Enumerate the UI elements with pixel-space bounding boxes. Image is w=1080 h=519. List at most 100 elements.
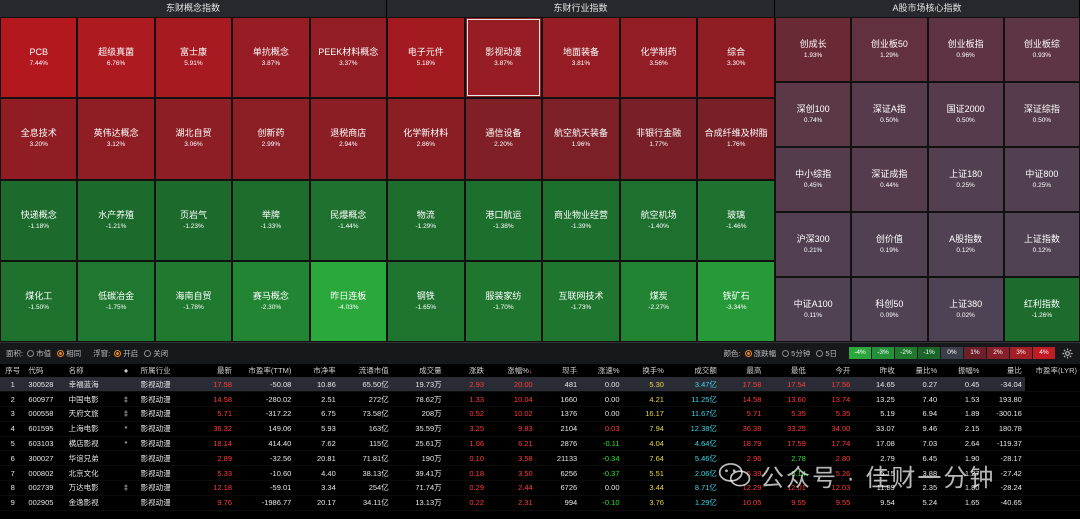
- column-header[interactable]: 昨收: [853, 364, 898, 377]
- table-row[interactable]: 8 002739 万达电影 ‡ 影视动漫 12.18 -59.01 3.34 254亿 71.74…: [0, 481, 1080, 496]
- color-radio-change[interactable]: 涨跌幅: [744, 348, 776, 359]
- column-header[interactable]: 代码: [25, 364, 66, 377]
- concept-tile[interactable]: 低碳冶金 -1.75%: [77, 260, 155, 342]
- core-index-tile[interactable]: 中证A100 0.11%: [775, 277, 852, 342]
- core-index-tile[interactable]: 深证成指 0.44%: [851, 147, 928, 212]
- column-header[interactable]: 现手: [535, 364, 581, 377]
- concept-tile[interactable]: 快递概念 -1.18%: [0, 179, 78, 261]
- industry-tile[interactable]: 电子元件 5.18%: [387, 17, 465, 99]
- column-header[interactable]: 振幅%: [940, 364, 983, 377]
- concept-tile[interactable]: 创新药 2.99%: [232, 98, 310, 180]
- table-row[interactable]: 7 000802 北京文化 影视动漫 5.33 -10.60 4.40 38.13亿 39.41…: [0, 466, 1080, 481]
- core-index-tile[interactable]: 深证A指 0.50%: [851, 82, 928, 147]
- core-index-tile[interactable]: 上证180 0.25%: [927, 147, 1004, 212]
- gear-icon[interactable]: [1060, 346, 1074, 360]
- industry-tile[interactable]: 服装家纺 -1.70%: [464, 260, 543, 342]
- industry-tile[interactable]: 港口航运 -1.38%: [464, 179, 543, 261]
- core-index-tile[interactable]: 上证指数 0.12%: [1003, 212, 1080, 277]
- core-index-tile[interactable]: 国证2000 0.50%: [927, 82, 1004, 147]
- column-header[interactable]: 流通市值: [338, 364, 392, 377]
- concept-tile[interactable]: 举牌 -1.33%: [232, 179, 310, 261]
- column-header[interactable]: ●: [114, 364, 138, 377]
- column-header[interactable]: 量比: [982, 364, 1025, 377]
- column-header[interactable]: 所属行业: [137, 364, 191, 377]
- industry-tile[interactable]: 化学制药 3.56%: [619, 17, 698, 99]
- industry-tile[interactable]: 合成纤维及树脂 1.76%: [697, 98, 775, 180]
- column-header[interactable]: 量比%: [897, 364, 941, 377]
- industry-tile[interactable]: 地面装备 3.81%: [542, 17, 620, 99]
- core-index-tile[interactable]: 创业板指 0.96%: [927, 17, 1004, 82]
- core-index-tile[interactable]: 创业板50 1.29%: [851, 17, 928, 82]
- industry-tile[interactable]: 非银行金融 1.77%: [619, 98, 698, 180]
- column-header[interactable]: 市盈率(LYR): [1024, 364, 1080, 377]
- industry-tile[interactable]: 煤炭 -2.27%: [619, 260, 698, 342]
- concept-tile[interactable]: 页岩气 -1.23%: [154, 179, 233, 261]
- column-header[interactable]: 市净率: [294, 364, 339, 377]
- concept-tile[interactable]: 赛马概念 -2.30%: [232, 260, 310, 342]
- core-index-tile[interactable]: 科创50 0.09%: [851, 277, 928, 342]
- area-radio-equal[interactable]: 相同: [57, 348, 81, 359]
- core-index-tile[interactable]: 上证380 0.02%: [927, 277, 1004, 342]
- column-header[interactable]: 成交额: [666, 364, 720, 377]
- concept-tile[interactable]: 昨日连板 -4.03%: [309, 260, 387, 342]
- concept-tile[interactable]: 民爆概念 -1.44%: [309, 179, 387, 261]
- industry-tile[interactable]: 航空机场 -1.40%: [619, 179, 698, 261]
- concept-tile[interactable]: 退税商店 2.94%: [309, 98, 387, 180]
- industry-tile[interactable]: 化学新材料 2.86%: [387, 98, 465, 180]
- core-index-tile[interactable]: 红利指数 -1.26%: [1003, 277, 1080, 342]
- industry-tile[interactable]: 商业物业经营 -1.39%: [542, 179, 620, 261]
- core-index-tile[interactable]: 创价值 0.19%: [851, 212, 928, 277]
- column-header[interactable]: 换手%: [622, 364, 667, 377]
- column-header[interactable]: 最低: [764, 364, 809, 377]
- column-header[interactable]: 涨速%: [580, 364, 623, 377]
- column-header[interactable]: 成交量: [391, 364, 445, 377]
- industry-tile[interactable]: 物流 -1.29%: [387, 179, 465, 261]
- concept-tile[interactable]: 湖北自贸 3.06%: [154, 98, 233, 180]
- table-row[interactable]: 6 300027 华谊兄弟 影视动漫 2.89 -32.56 20.81 71.81亿 190万…: [0, 451, 1080, 466]
- concept-tile[interactable]: PCB 7.44%: [0, 17, 78, 99]
- table-row[interactable]: 5 603103 横店影视 * 影视动漫 18.14 414.40 7.62 115亿 25.61…: [0, 436, 1080, 451]
- color-radio-5min[interactable]: 5分钟: [782, 348, 810, 359]
- industry-tile[interactable]: 铁矿石 -3.34%: [697, 260, 775, 342]
- column-header[interactable]: 涨幅%↓: [487, 364, 536, 377]
- table-row[interactable]: 9 002905 金逸影视 影视动漫 9.76 -1986.77 20.17 34.11亿 13…: [0, 495, 1080, 511]
- table-row[interactable]: 2 600977 中国电影 ‡ 影视动漫 14.58 -280.02 2.51 272亿 78.6…: [0, 392, 1080, 407]
- table-row[interactable]: 1 300528 幸福蓝海 影视动漫 17.58 -50.08 10.86 65.50亿 19.…: [0, 377, 1080, 392]
- concept-tile[interactable]: 英伟达概念 3.12%: [77, 98, 155, 180]
- concept-tile[interactable]: 水产养殖 -1.21%: [77, 179, 155, 261]
- core-index-tile[interactable]: 深证综指 0.50%: [1003, 82, 1080, 147]
- industry-tile[interactable]: 互联网技术 -1.73%: [542, 260, 620, 342]
- core-index-tile[interactable]: 中证800 0.25%: [1003, 147, 1080, 212]
- concept-tile[interactable]: 全息技术 3.20%: [0, 98, 78, 180]
- column-header[interactable]: 序号: [0, 364, 26, 377]
- table-row[interactable]: 3 000558 天府文旅 ‡ 影视动漫 5.71 -317.22 6.75 73.58亿 208…: [0, 407, 1080, 422]
- industry-tile[interactable]: 钢铁 -1.65%: [387, 260, 465, 342]
- core-index-tile[interactable]: 深创100 0.74%: [775, 82, 852, 147]
- color-radio-5day[interactable]: 5日: [816, 348, 837, 359]
- core-index-tile[interactable]: A股指数 0.12%: [927, 212, 1004, 277]
- concept-tile[interactable]: PEEK材料概念 3.37%: [309, 17, 387, 99]
- area-radio-marketcap[interactable]: 市值: [27, 348, 51, 359]
- column-header[interactable]: 名称: [65, 364, 115, 377]
- industry-tile[interactable]: 航空航天装备 1.96%: [542, 98, 620, 180]
- float-radio-on[interactable]: 开启: [114, 348, 138, 359]
- column-header[interactable]: 最高: [719, 364, 765, 377]
- core-index-tile[interactable]: 沪深300 0.21%: [775, 212, 852, 277]
- industry-tile[interactable]: 通信设备 2.20%: [464, 98, 543, 180]
- concept-tile[interactable]: 海南自贸 -1.78%: [154, 260, 233, 342]
- concept-tile[interactable]: 富士康 5.91%: [154, 17, 233, 99]
- concept-tile[interactable]: 煤化工 -1.50%: [0, 260, 78, 342]
- column-header[interactable]: 涨跌: [444, 364, 487, 377]
- concept-tile[interactable]: 超级真菌 6.76%: [77, 17, 155, 99]
- core-index-tile[interactable]: 创业板综 0.93%: [1003, 17, 1080, 82]
- table-row[interactable]: 4 601595 上海电影 * 影视动漫 36.32 149.06 5.93 163亿 35.59…: [0, 421, 1080, 437]
- core-index-tile[interactable]: 创成长 1.93%: [775, 17, 852, 82]
- industry-tile[interactable]: 玻璃 -1.46%: [697, 179, 775, 261]
- column-header[interactable]: 今开: [808, 364, 854, 377]
- industry-tile[interactable]: 影视动漫 3.87%: [464, 17, 543, 99]
- column-header[interactable]: 最新: [190, 364, 236, 377]
- core-index-tile[interactable]: 中小综指 0.45%: [775, 147, 852, 212]
- float-radio-off[interactable]: 关闭: [144, 348, 168, 359]
- column-header[interactable]: 市盈率(TTM): [235, 364, 295, 377]
- concept-tile[interactable]: 单抗概念 3.87%: [232, 17, 310, 99]
